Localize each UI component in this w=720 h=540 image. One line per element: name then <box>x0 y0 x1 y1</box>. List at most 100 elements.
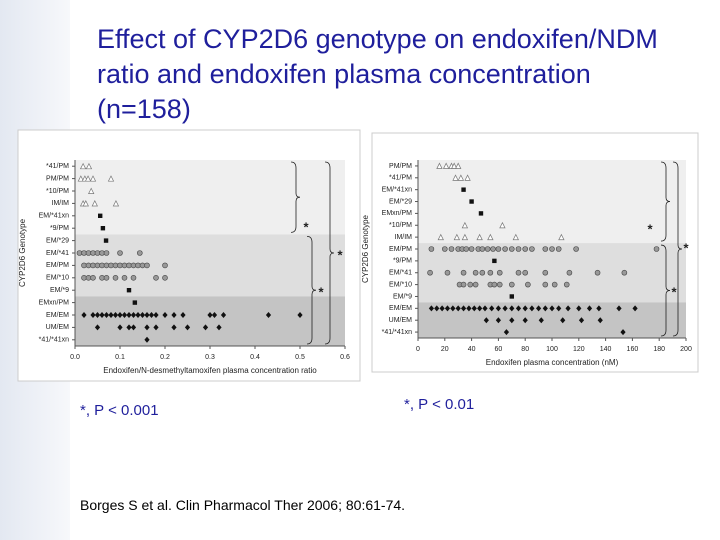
point <box>171 324 177 331</box>
point <box>496 269 503 276</box>
point <box>171 312 177 318</box>
point <box>112 200 120 207</box>
point <box>162 262 168 269</box>
point <box>484 246 491 252</box>
point <box>180 312 186 318</box>
point <box>632 305 638 312</box>
y-axis-label: CYP2D6 Genotype <box>18 218 27 287</box>
point <box>450 305 456 312</box>
bracket <box>660 244 671 337</box>
point <box>538 317 544 324</box>
point <box>100 226 106 231</box>
point <box>542 281 549 288</box>
point <box>457 174 465 181</box>
point <box>565 305 571 312</box>
y-tick-label: *9/PM <box>393 258 412 265</box>
y-tick-label: EM/*29 <box>46 237 69 244</box>
point <box>94 312 101 318</box>
point <box>117 312 123 318</box>
annotation: * <box>647 221 653 236</box>
point <box>549 305 555 312</box>
point <box>79 162 87 170</box>
x-tick-label: 160 <box>627 346 639 353</box>
point <box>461 187 466 192</box>
y-tick-label: EMxn/PM <box>39 299 70 306</box>
point <box>515 246 522 252</box>
point <box>144 336 150 343</box>
point <box>103 274 110 281</box>
point <box>162 312 168 318</box>
annotation: * <box>303 219 309 234</box>
point <box>495 317 501 324</box>
x-axis-label: Endoxifen/N-desmethyltamoxifen plasma co… <box>103 366 317 375</box>
x-tick-label: 0.1 <box>115 354 125 361</box>
point <box>439 305 445 312</box>
point <box>144 324 150 331</box>
y-tick-label: IM/IM <box>395 234 413 241</box>
point <box>461 221 469 229</box>
y-tick-label: UM/EM <box>46 324 70 331</box>
point <box>153 324 159 331</box>
y-tick-label: EM/*10 <box>46 275 69 282</box>
point <box>542 269 549 276</box>
point <box>135 312 141 318</box>
point <box>428 246 435 252</box>
point <box>466 305 472 312</box>
point <box>442 162 450 169</box>
point <box>499 221 506 229</box>
point <box>478 211 484 216</box>
point <box>428 305 434 312</box>
point <box>578 317 585 324</box>
y-tick-label: *41/*41xn <box>39 337 69 344</box>
point <box>555 246 562 252</box>
point <box>551 281 558 288</box>
point <box>495 305 501 312</box>
point <box>297 312 303 318</box>
annotation: * <box>671 284 677 299</box>
point <box>216 324 222 331</box>
x-tick-label: 0 <box>416 346 420 353</box>
point <box>479 269 486 276</box>
point <box>461 233 469 241</box>
x-tick-label: 80 <box>521 346 529 353</box>
point <box>427 269 433 276</box>
point <box>220 312 227 318</box>
y-tick-label: *10/PM <box>46 188 69 195</box>
point <box>508 281 515 288</box>
point <box>90 274 96 281</box>
point <box>153 274 159 281</box>
point <box>103 238 109 243</box>
point <box>117 250 123 256</box>
point <box>509 317 515 324</box>
point <box>525 281 531 288</box>
point <box>89 175 97 182</box>
point <box>85 162 93 170</box>
point <box>463 246 470 252</box>
point <box>126 288 132 293</box>
point <box>469 199 474 204</box>
point <box>549 246 555 252</box>
point <box>434 305 440 312</box>
point <box>90 312 96 318</box>
point <box>536 305 542 312</box>
point <box>476 233 483 241</box>
point <box>464 174 471 181</box>
x-tick-label: 0.4 <box>250 354 260 361</box>
point <box>452 174 459 181</box>
point <box>491 281 498 288</box>
point <box>573 246 579 252</box>
point <box>437 233 444 241</box>
x-tick-label: 120 <box>573 346 585 353</box>
point <box>132 300 138 305</box>
point <box>130 312 137 318</box>
point <box>529 305 535 312</box>
y-tick-label: EM/EM <box>46 312 69 319</box>
y-tick-label: EM/*9 <box>393 293 412 300</box>
point <box>84 175 92 182</box>
point <box>483 317 489 324</box>
point <box>616 305 622 312</box>
point <box>455 162 462 169</box>
y-tick-label: EM/*41 <box>389 270 412 277</box>
point <box>492 258 497 264</box>
